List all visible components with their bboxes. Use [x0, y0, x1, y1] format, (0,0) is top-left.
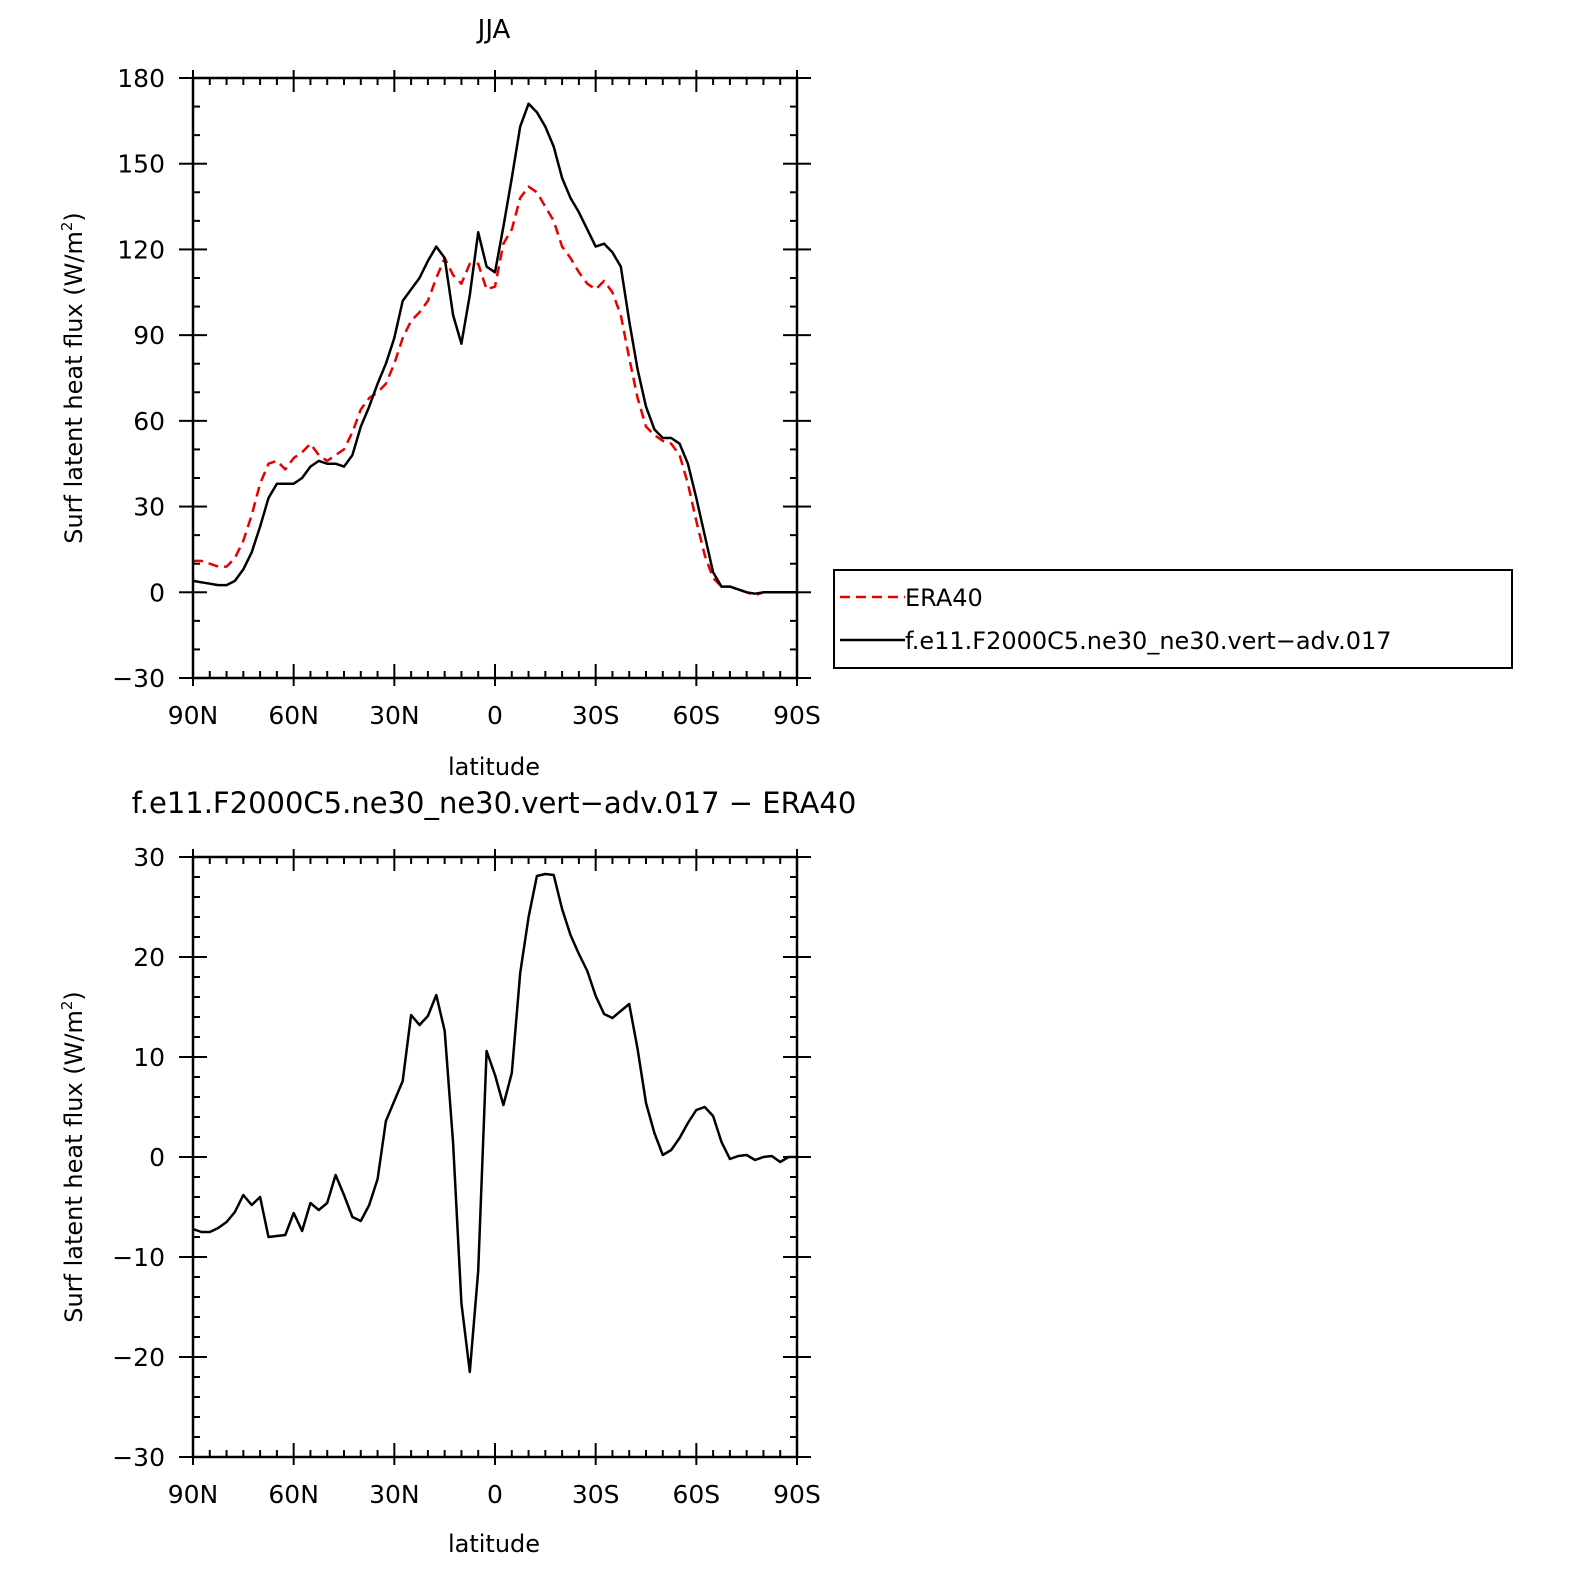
bottom-series-line-0: [192, 872, 797, 1374]
bottom-y-axis-label: Surf latent heat flux (W/m2): [58, 991, 88, 1323]
top-series-lines: [192, 102, 797, 597]
top-y-tick-label: 60: [133, 407, 165, 436]
bottom-x-tick-label: 30N: [369, 1480, 420, 1509]
bottom-x-tick-label: 0: [487, 1480, 503, 1509]
legend: ERA40 f.e11.F2000C5.ne30_ne30.vert−adv.0…: [833, 569, 1513, 669]
top-series-line-1: [192, 102, 797, 595]
top-chart-title: JJA: [476, 15, 511, 45]
legend-label-era40: ERA40: [905, 584, 983, 612]
legend-box: [833, 569, 1513, 669]
bottom-x-tick-label: 90S: [773, 1480, 821, 1509]
bottom-x-axis-label: latitude: [448, 1530, 540, 1558]
top-y-tick-label: 0: [149, 578, 165, 607]
bottom-y-tick-label: 10: [133, 1043, 165, 1072]
top-y-axis-label: Surf latent heat flux (W/m2): [58, 212, 88, 544]
top-x-tick-label: 90S: [773, 701, 821, 730]
top-y-tick-label: 150: [117, 150, 165, 179]
top-y-tick-label: 90: [133, 321, 165, 350]
top-x-tick-label: 0: [487, 701, 503, 730]
legend-label-model: f.e11.F2000C5.ne30_ne30.vert−adv.017: [905, 627, 1392, 655]
bottom-axis-ticks: [179, 849, 811, 1465]
top-y-axis-label-main: Surf latent heat flux (W/m: [60, 231, 88, 544]
bottom-y-axis-label-superscript: 2: [58, 1001, 76, 1011]
top-series-line-0: [193, 185, 797, 597]
bottom-y-tick-label: −10: [112, 1243, 165, 1272]
bottom-series-lines: [192, 872, 797, 1374]
bottom-x-tick-label: 60N: [268, 1480, 319, 1509]
bottom-y-tick-label: 20: [133, 943, 165, 972]
bottom-chart-title: f.e11.F2000C5.ne30_ne30.vert−adv.017 − E…: [132, 786, 857, 820]
top-x-axis-label: latitude: [448, 753, 540, 781]
top-y-axis-label-superscript: 2: [58, 222, 76, 232]
top-y-tick-label: −30: [112, 664, 165, 693]
bottom-x-tick-labels: 90N 60N 30N 0 30S 60S 90S: [168, 1480, 821, 1509]
top-x-tick-label: 30S: [572, 701, 620, 730]
bottom-x-tick-label: 90N: [168, 1480, 219, 1509]
top-y-tick-label: 30: [133, 493, 165, 522]
bottom-y-axis-label-close: ): [60, 991, 88, 1000]
bottom-y-tick-label: −20: [112, 1343, 165, 1372]
top-x-tick-label: 60N: [268, 701, 319, 730]
bottom-panel: f.e11.F2000C5.ne30_ne30.vert−adv.017 − E…: [58, 786, 856, 1558]
top-x-tick-labels: 90N 60N 30N 0 30S 60S 90S: [168, 701, 821, 730]
top-axis-ticks: [179, 70, 811, 686]
bottom-x-tick-label: 60S: [672, 1480, 720, 1509]
bottom-plot-frame: [191, 855, 799, 1459]
bottom-y-tick-labels: 30 20 10 0 −10 −20 −30: [112, 843, 165, 1472]
top-panel: JJA 180 150 120 90 60 30 0 −30 90N 60N 30N 0 30S 60S…: [58, 15, 821, 781]
bottom-y-axis-label-main: Surf latent heat flux (W/m: [60, 1010, 88, 1323]
top-plot-frame: [191, 76, 799, 680]
top-x-tick-label: 90N: [168, 701, 219, 730]
top-x-tick-label: 60S: [672, 701, 720, 730]
top-y-tick-labels: 180 150 120 90 60 30 0 −30: [112, 64, 165, 693]
bottom-y-tick-label: −30: [112, 1443, 165, 1472]
bottom-x-tick-label: 30S: [572, 1480, 620, 1509]
bottom-y-tick-label: 30: [133, 843, 165, 872]
top-y-axis-label-close: ): [60, 212, 88, 221]
bottom-y-tick-label: 0: [149, 1143, 165, 1172]
top-y-tick-label: 120: [117, 235, 165, 264]
top-y-tick-label: 180: [117, 64, 165, 93]
top-x-tick-label: 30N: [369, 701, 420, 730]
